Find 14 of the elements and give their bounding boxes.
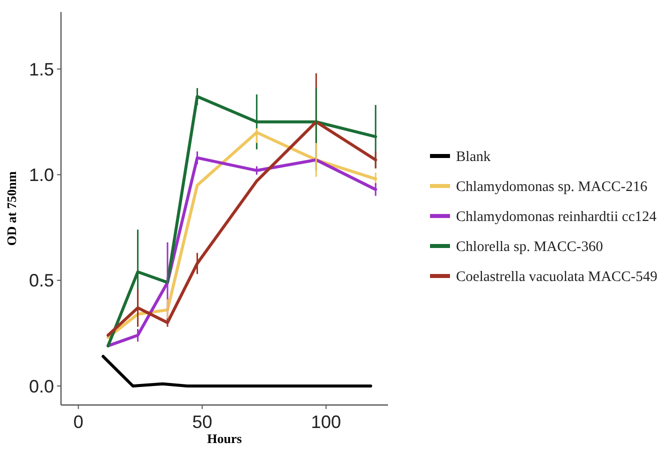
legend-label: Chlamydomonas reinhardtii cc124 xyxy=(456,209,658,226)
y-axis-title: OD at 750nm xyxy=(4,171,19,246)
x-axis-title: Hours xyxy=(207,431,242,446)
y-tick-label: 0.0 xyxy=(28,376,54,396)
legend-label: Chlorella sp. MACC-360 xyxy=(456,239,604,256)
x-tick-label: 50 xyxy=(192,412,212,432)
y-tick-label: 1.0 xyxy=(28,164,54,185)
legend-label: Blank xyxy=(456,149,492,166)
y-tick-label: 1.5 xyxy=(28,59,54,80)
x-tick-label: 100 xyxy=(311,412,342,432)
legend-label: Coelastrella vacuolata MACC-549 xyxy=(456,269,658,286)
y-tick-label: 0.5 xyxy=(28,270,54,291)
legend-label: Chlamydomonas sp. MACC-216 xyxy=(456,179,648,196)
x-tick-label: 0 xyxy=(73,412,84,432)
